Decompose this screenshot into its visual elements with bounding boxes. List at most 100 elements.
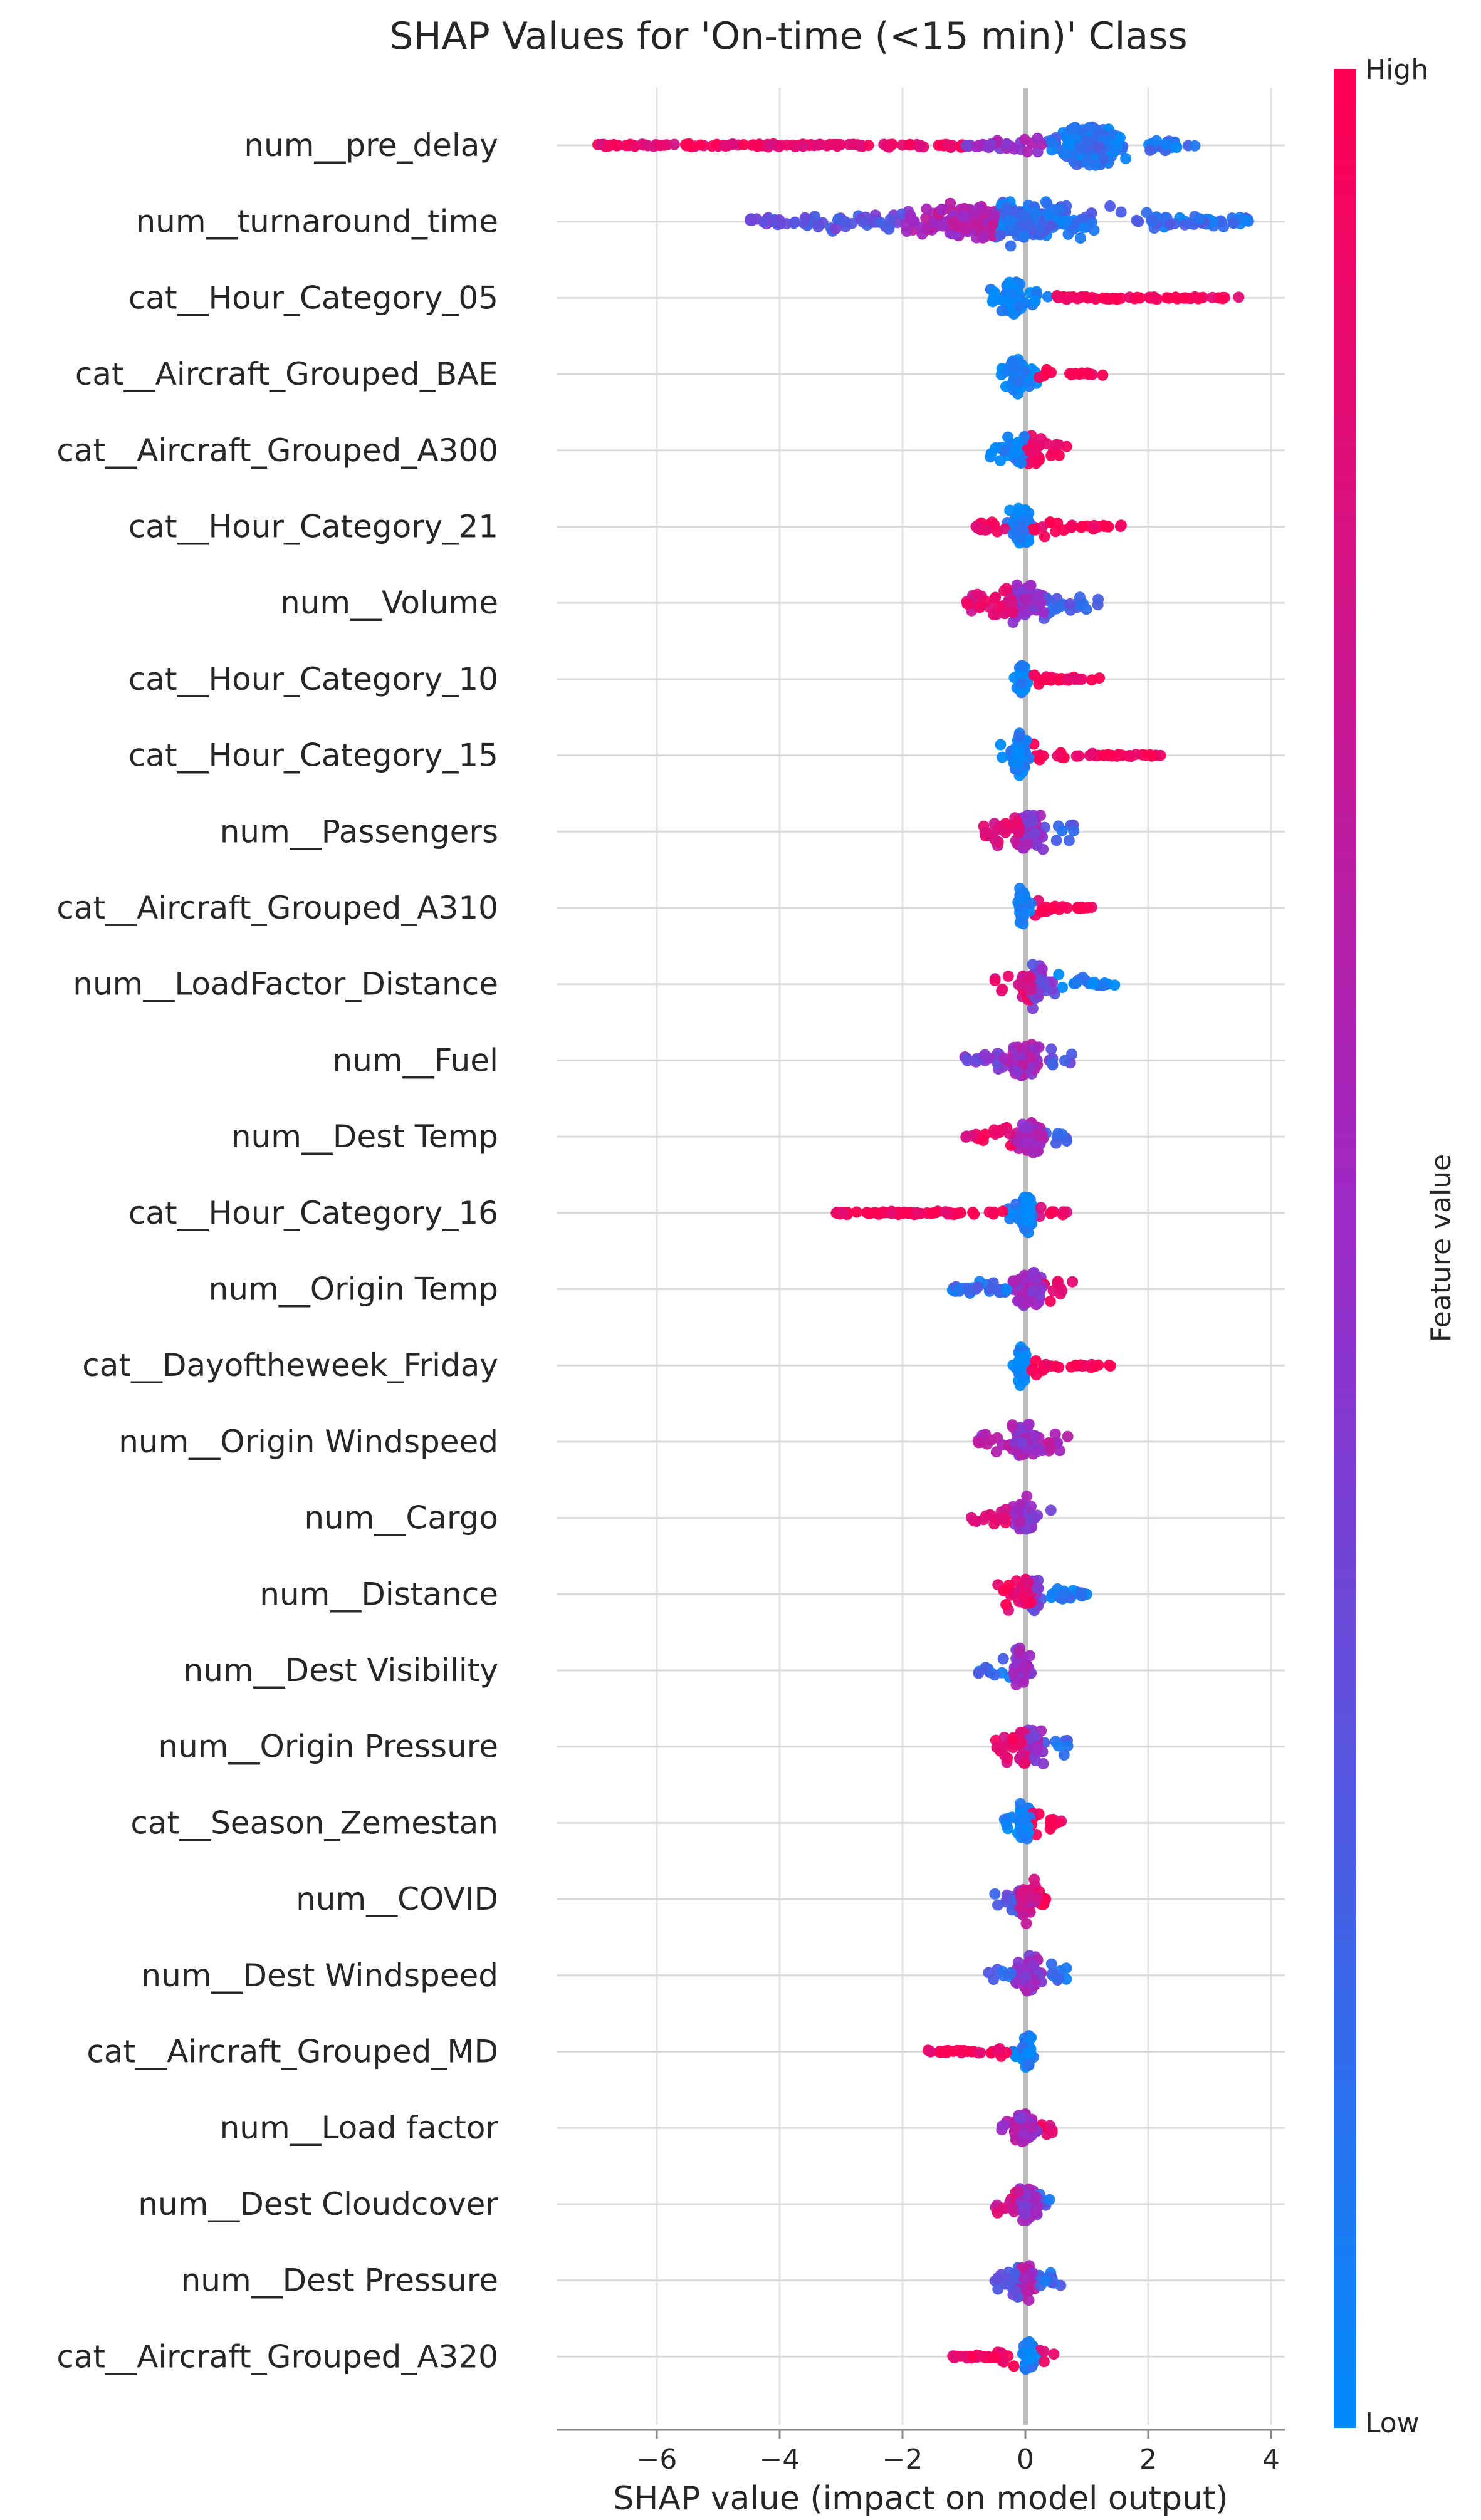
shap-point	[1160, 138, 1172, 150]
shap-point	[1087, 978, 1099, 990]
shap-point	[1018, 593, 1030, 605]
shap-point	[961, 598, 973, 610]
feature-label: cat__Hour_Category_21	[128, 509, 498, 545]
feature-label: num__Load factor	[220, 2110, 499, 2146]
shap-point	[1151, 135, 1163, 147]
shap-point	[1059, 1054, 1070, 1066]
shap-point	[1037, 843, 1049, 855]
shap-point	[758, 216, 770, 228]
shap-point	[981, 524, 993, 536]
feature-label: num__Dest Visibility	[184, 1652, 498, 1689]
shap-point	[965, 1511, 977, 1523]
feature-label: num__pre_delay	[244, 127, 498, 164]
shap-point	[603, 140, 615, 152]
shap-point	[857, 216, 869, 227]
x-tick-label: −4	[760, 2444, 800, 2476]
shap-point	[1097, 749, 1109, 761]
shap-point	[798, 217, 810, 229]
feature-label: num__Origin Pressure	[158, 1729, 498, 1765]
shap-point	[654, 139, 666, 151]
shap-point	[1023, 1122, 1035, 1134]
shap-point	[1036, 521, 1048, 533]
shap-point	[1047, 1588, 1059, 1600]
shap-point	[1000, 365, 1012, 377]
feature-label: cat__Hour_Category_10	[128, 661, 498, 697]
shap-point	[921, 222, 933, 234]
shap-point	[1029, 1731, 1041, 1742]
shap-point	[1030, 2207, 1042, 2219]
shap-point	[1052, 1127, 1064, 1139]
shap-point	[973, 140, 985, 151]
shap-point	[642, 140, 654, 152]
shap-point	[1000, 1818, 1012, 1830]
shap-point	[1104, 1360, 1116, 1372]
shap-point	[941, 139, 953, 151]
shap-point	[911, 1207, 923, 1219]
shap-point	[1000, 1503, 1012, 1515]
shap-point	[1060, 1962, 1072, 1974]
shap-point	[1036, 963, 1048, 975]
shap-point	[1007, 607, 1019, 618]
shap-point	[997, 984, 1008, 995]
shap-point	[963, 1286, 975, 1298]
shap-point	[1012, 437, 1024, 449]
shap-point	[997, 1653, 1009, 1665]
shap-point	[1020, 1137, 1032, 1149]
shap-point	[738, 139, 750, 151]
shap-point	[1025, 1051, 1037, 1063]
shap-point	[1089, 1360, 1101, 1372]
shap-point	[1011, 816, 1023, 828]
shap-point	[850, 1206, 862, 1218]
shap-point	[812, 221, 824, 232]
shap-point	[986, 2351, 998, 2363]
shap-point	[1027, 959, 1039, 971]
shap-point	[941, 2047, 952, 2058]
shap-point	[973, 1667, 985, 1679]
shap-point	[984, 1509, 996, 1521]
shap-point	[1015, 2113, 1026, 2125]
shap-point	[1037, 1365, 1049, 1376]
shap-point	[1035, 1202, 1047, 1214]
shap-point	[1016, 2136, 1028, 2147]
shap-point	[1067, 1276, 1079, 1288]
shap-point	[1189, 140, 1201, 152]
feature-label: cat__Dayoftheweek_Friday	[82, 1347, 498, 1383]
shap-point	[1019, 133, 1031, 145]
shap-point	[1104, 200, 1116, 212]
shap-point	[998, 1512, 1010, 1524]
shap-point	[1026, 1365, 1038, 1376]
shap-point	[1037, 977, 1049, 989]
shap-point	[1082, 149, 1094, 161]
shap-point	[1011, 758, 1023, 769]
shap-point	[970, 521, 982, 533]
shap-point	[1057, 147, 1069, 159]
shap-point	[992, 2273, 1003, 2284]
shap-point	[1055, 1282, 1067, 1294]
shap-point	[972, 1281, 983, 1293]
shap-point	[1013, 506, 1025, 518]
shap-point	[997, 751, 1008, 763]
shap-point	[1013, 1295, 1025, 1307]
shap-point	[1022, 1577, 1034, 1589]
shap-point	[1001, 202, 1013, 214]
shap-point	[1184, 217, 1196, 229]
shap-point	[1013, 376, 1025, 388]
shap-point	[874, 217, 886, 228]
shap-point	[983, 1967, 995, 1979]
shap-point	[1062, 1740, 1074, 1752]
shap-point	[1024, 972, 1036, 984]
shap-point	[1029, 295, 1041, 307]
shap-point	[952, 1283, 964, 1295]
shap-point	[1076, 521, 1088, 533]
shap-point	[989, 834, 1001, 846]
shap-point	[1050, 835, 1062, 846]
shap-point	[1000, 1599, 1012, 1610]
shap-point	[812, 139, 824, 151]
shap-point	[1038, 2345, 1050, 2357]
feature-label: num__Dest Pressure	[181, 2262, 498, 2299]
shap-point	[1045, 136, 1057, 148]
shap-point	[1070, 368, 1082, 380]
shap-point	[1031, 1892, 1043, 1903]
shap-point	[1164, 219, 1176, 231]
shap-point	[1040, 901, 1052, 913]
